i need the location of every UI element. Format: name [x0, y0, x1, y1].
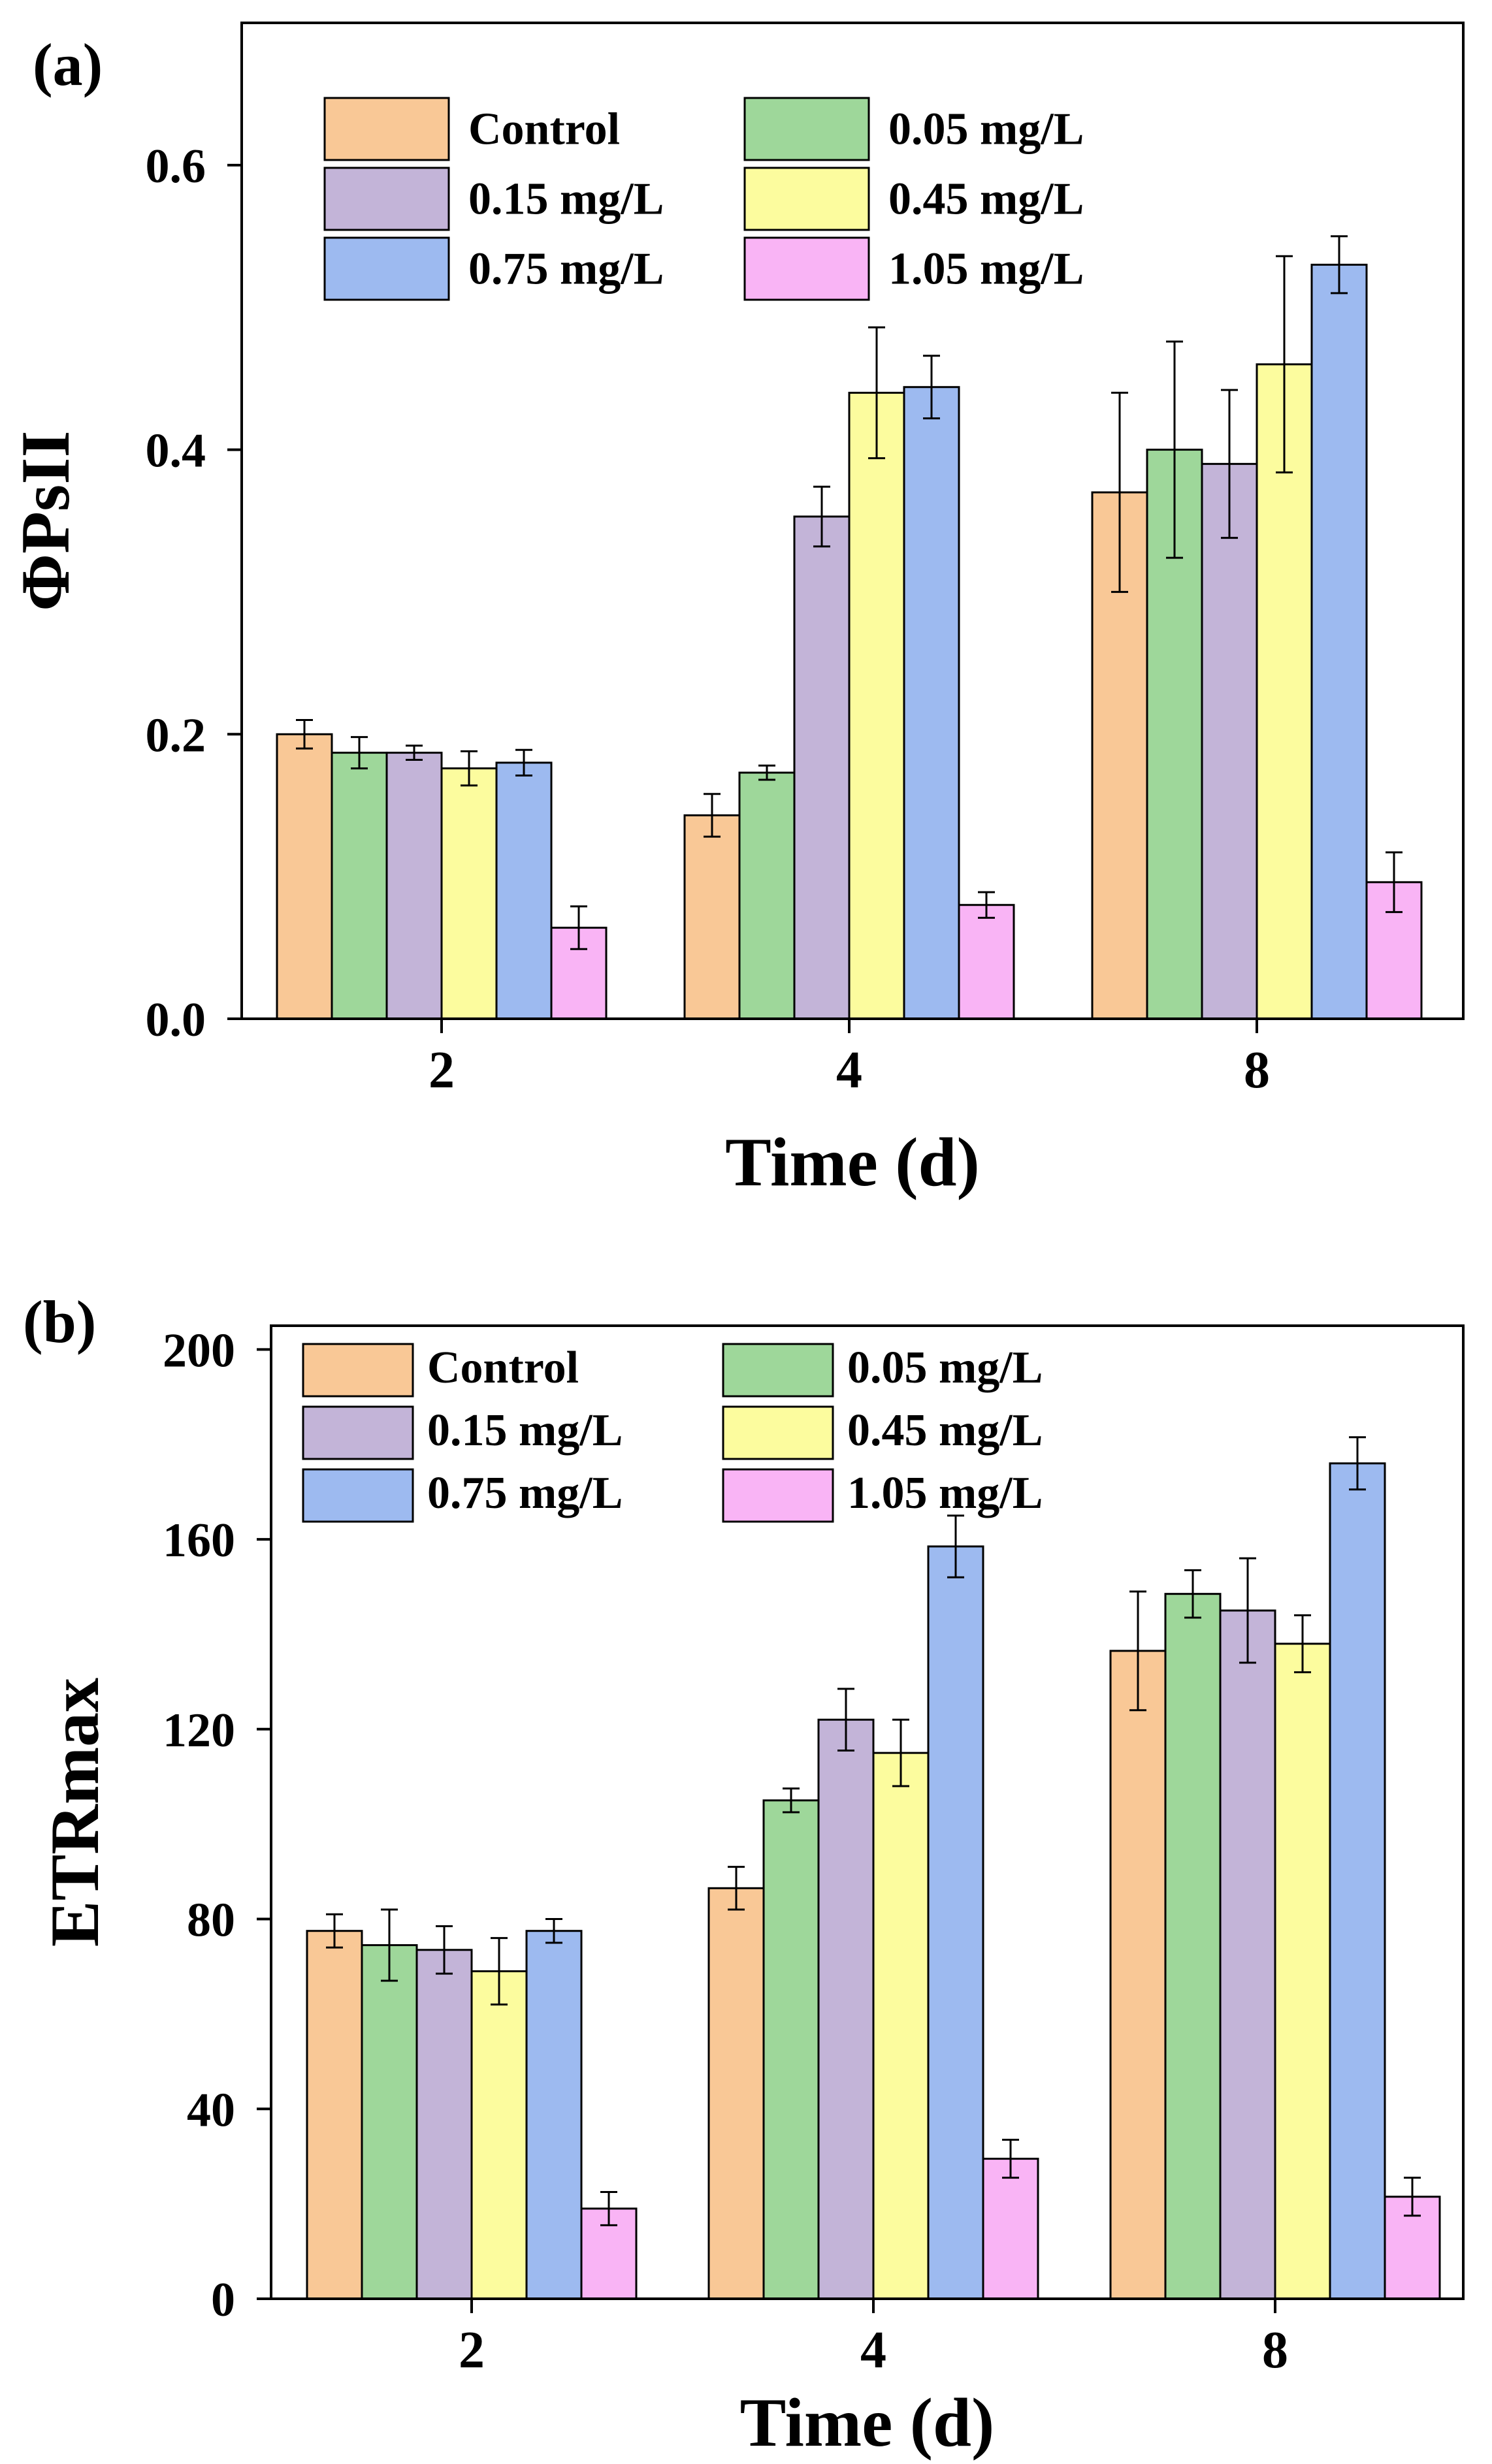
bar: [872, 1752, 930, 2300]
bar: [440, 767, 498, 1020]
bar: [276, 733, 333, 1020]
x-tick-label: 4: [836, 1042, 862, 1099]
legend-swatch: [302, 1343, 414, 1398]
y-tick-label: 0.6: [146, 140, 206, 193]
chart-a: (a) 0.0 0.2 0.4 0.6 2 4 8 Time (d) ΦPsII Control 0.…: [7, 22, 1465, 1200]
panel-label: (b): [23, 1288, 96, 1355]
bar: [470, 1970, 528, 2300]
legend-swatch: [722, 1468, 834, 1523]
y-axis-label: ΦPsII: [7, 430, 84, 611]
legend-label: 0.05 mg/L: [847, 1343, 1043, 1393]
y-tick-label: 0.4: [146, 424, 206, 478]
y-tick-label: 0.0: [146, 993, 206, 1047]
legend-swatch: [722, 1405, 834, 1460]
legend-label: 1.05 mg/L: [847, 1468, 1043, 1518]
bar: [1109, 1650, 1167, 2300]
legend-label: Control: [427, 1343, 579, 1393]
legend-swatch: [323, 236, 450, 301]
bar: [331, 752, 388, 1020]
bar: [958, 904, 1015, 1020]
bar: [762, 1799, 820, 2300]
legend-swatch: [323, 167, 450, 231]
legend: Control 0.05 mg/L 0.15 mg/L 0.45 mg/L 0.75 m…: [323, 97, 1084, 301]
legend-label: Control: [468, 104, 620, 154]
bar: [903, 386, 960, 1020]
y-tick-label: 80: [187, 1894, 235, 1947]
y-tick-label: 40: [187, 2083, 235, 2137]
x-tick-label: 8: [1262, 2322, 1288, 2379]
x-axis-label: Time (d): [740, 2384, 995, 2461]
chart-b: (b) 0 40 80 120 160 200 2 4 8 Time (d) ETRmax Contro…: [23, 1288, 1465, 2461]
y-tick-label: 120: [163, 1704, 235, 1757]
x-tick-label: 2: [429, 1042, 455, 1099]
legend-swatch: [743, 236, 870, 301]
bar: [927, 1545, 984, 2300]
bar: [495, 761, 553, 1020]
bar: [707, 1887, 765, 2300]
bar: [793, 515, 851, 1020]
bar: [817, 1718, 875, 2300]
x-tick-label: 4: [860, 2322, 886, 2379]
legend-swatch: [743, 167, 870, 231]
y-tick-label: 0.2: [146, 709, 206, 762]
legend-label: 0.15 mg/L: [427, 1405, 623, 1456]
legend-swatch: [743, 97, 870, 161]
bar: [361, 1944, 418, 2300]
bar: [306, 1930, 363, 2300]
legend-label: 0.05 mg/L: [888, 104, 1084, 154]
bar: [1201, 462, 1258, 1020]
plot-frame: [270, 1324, 1465, 2300]
plot-frame: [240, 22, 1465, 1020]
legend-label: 0.45 mg/L: [888, 174, 1084, 224]
legend-swatch: [302, 1468, 414, 1523]
bar: [738, 771, 796, 1020]
panel-label: (a): [33, 31, 103, 98]
legend-label: 0.45 mg/L: [847, 1405, 1043, 1456]
bar: [1164, 1593, 1222, 2300]
bar: [848, 391, 905, 1020]
bar: [683, 814, 741, 1020]
y-tick-label: 200: [163, 1324, 235, 1377]
y-tick-label: 160: [163, 1514, 235, 1567]
bar: [1219, 1609, 1276, 2300]
bar: [1329, 1462, 1386, 2300]
bar: [1310, 263, 1368, 1020]
bar: [415, 1949, 473, 2300]
legend-swatch: [302, 1405, 414, 1460]
bar: [525, 1930, 583, 2300]
y-axis-label: ETRmax: [37, 1678, 113, 1947]
legend: Control 0.05 mg/L 0.15 mg/L 0.45 mg/L 0.75 m…: [302, 1343, 1043, 1523]
bar: [1274, 1642, 1331, 2300]
bar: [385, 752, 443, 1020]
y-tick-label: 0: [211, 2273, 235, 2327]
legend-label: 0.75 mg/L: [427, 1468, 623, 1518]
legend-swatch: [722, 1343, 834, 1398]
legend-label: 0.15 mg/L: [468, 174, 664, 224]
x-tick-label: 2: [459, 2322, 485, 2379]
bar: [982, 2158, 1039, 2300]
legend-swatch: [323, 97, 450, 161]
x-tick-label: 8: [1244, 1042, 1270, 1099]
legend-label: 0.75 mg/L: [468, 244, 664, 294]
x-axis-label: Time (d): [725, 1124, 980, 1200]
legend-label: 1.05 mg/L: [888, 244, 1084, 294]
